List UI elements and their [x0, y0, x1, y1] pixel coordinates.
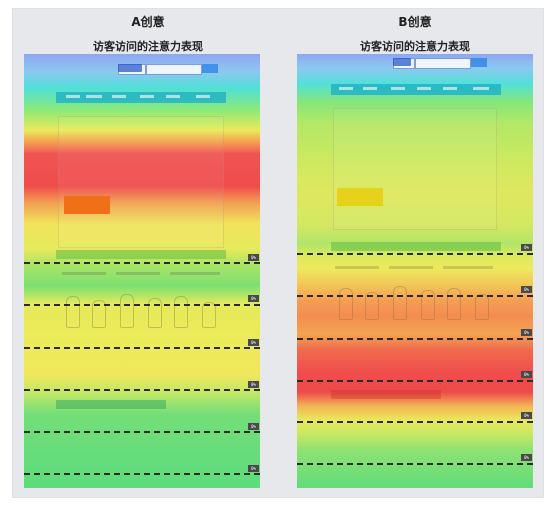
variant-a-subtitle: 访客访问的注意力表现 — [93, 40, 203, 53]
heatmap-panel-a: 0% 0% 0% 0% 0% 0% — [24, 54, 260, 488]
heatmap-panel-b: 0% 0% 0% 0% 0% 0% — [297, 54, 533, 488]
fold-divider-4 — [24, 389, 260, 391]
percentage-badge: 0% — [248, 381, 259, 388]
fold-divider-6 — [297, 463, 533, 465]
logo-tag-mock — [118, 64, 142, 72]
search-field-mock — [146, 64, 202, 75]
fold-divider-2 — [297, 295, 533, 297]
fold-divider-5 — [297, 421, 533, 423]
percentage-badge: 0% — [248, 295, 259, 302]
product-figures-mock — [335, 286, 495, 320]
nav-bar-mock — [331, 84, 501, 95]
nav-bar-mock — [56, 92, 226, 103]
percentage-badge: 0% — [248, 254, 259, 261]
variant-b-label: B创意 — [398, 15, 432, 29]
fold-divider-1 — [297, 253, 533, 255]
percentage-badge: 0% — [521, 244, 532, 251]
percentage-badge: 0% — [521, 286, 532, 293]
percentage-badge: 0% — [248, 339, 259, 346]
fold-divider-5 — [24, 431, 260, 433]
product-figures-mock — [62, 294, 222, 328]
heatmap-overlay-a — [24, 54, 260, 488]
percentage-badge: 0% — [521, 412, 532, 419]
percentage-badge: 0% — [521, 454, 532, 461]
section-header-mock-1 — [56, 250, 226, 259]
variant-b-header: B创意 访客访问的注意力表现 — [295, 14, 535, 54]
banner-area-mock — [58, 116, 224, 248]
fold-divider-3 — [24, 347, 260, 349]
fold-divider-6 — [24, 473, 260, 475]
fold-divider-3 — [297, 338, 533, 340]
search-button-mock — [202, 64, 218, 73]
variant-b-subtitle: 访客访问的注意力表现 — [360, 40, 470, 53]
section-header-mock-1 — [331, 242, 501, 251]
percentage-badge: 0% — [521, 329, 532, 336]
heatmap-overlay-b — [297, 54, 533, 488]
variant-a-label: A创意 — [131, 15, 165, 29]
percentage-badge: 0% — [521, 371, 532, 378]
section-header-mock-2 — [331, 390, 441, 399]
variant-a-header: A创意 访客访问的注意力表现 — [28, 14, 268, 54]
search-field-mock — [415, 58, 471, 69]
fold-divider-2 — [24, 304, 260, 306]
cta-button-mock — [64, 196, 110, 214]
percentage-badge: 0% — [248, 423, 259, 430]
search-button-mock — [471, 58, 487, 67]
logo-tag-mock — [393, 58, 411, 66]
fold-divider-4 — [297, 380, 533, 382]
cta-button-mock — [337, 188, 383, 206]
banner-area-mock — [333, 108, 497, 230]
percentage-badge: 0% — [248, 465, 259, 472]
fold-divider-1 — [24, 262, 260, 264]
section-header-mock-2 — [56, 400, 166, 409]
